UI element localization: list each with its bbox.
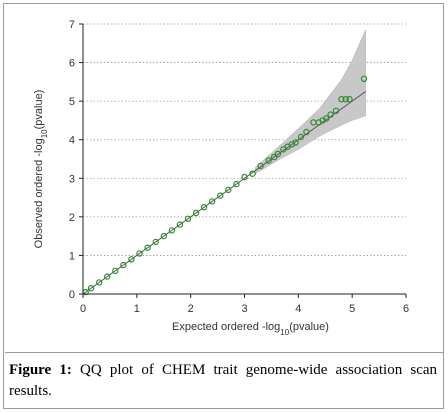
data-point: [303, 128, 310, 136]
x-tick-label: 3: [241, 303, 247, 315]
figure-caption: Figure 1: QQ plot of CHEM trait genome-w…: [9, 360, 437, 402]
data-point: [184, 215, 192, 222]
caption-divider: [5, 352, 443, 353]
data-point: [297, 133, 305, 141]
data-point: [342, 95, 349, 103]
y-tick-label: 5: [69, 96, 75, 108]
data-point: [200, 203, 208, 211]
x-tick-label: 6: [403, 303, 409, 315]
data-point: [192, 209, 200, 217]
data-point: [360, 75, 368, 83]
x-ticks: 0 1 2 3 4 5 6: [80, 294, 409, 315]
data-point: [160, 232, 167, 240]
data-point: [144, 244, 151, 251]
data-point: [208, 198, 216, 205]
data-point: [323, 115, 330, 122]
y-tick-label: 3: [69, 173, 75, 185]
data-point: [152, 238, 159, 246]
data-point: [128, 256, 135, 263]
data-point: [249, 170, 256, 177]
data-points: [82, 75, 368, 296]
data-point: [257, 162, 264, 170]
y-tick-label: 7: [69, 19, 75, 31]
y-ticks: 0 1 2 3 4 5 6 7: [69, 19, 83, 301]
data-point: [292, 139, 299, 146]
data-point: [136, 250, 143, 257]
data-point: [112, 267, 119, 275]
data-point: [225, 186, 232, 194]
y-axis-title: Observed ordered -log10(pvalue): [33, 90, 49, 249]
y-tick-label: 1: [69, 250, 75, 262]
data-point: [103, 273, 111, 280]
data-point: [346, 95, 353, 103]
caption-label: Figure 1:: [9, 362, 72, 378]
data-point: [338, 95, 345, 103]
y-tick-label: 4: [69, 135, 75, 147]
data-point: [87, 285, 95, 292]
qq-plot: 0 1 2 3 4 5 6 0 1 2 3 4 5 6 7 Expected ordered -log10…: [33, 19, 409, 337]
x-tick-label: 1: [134, 303, 140, 315]
data-point: [274, 150, 282, 158]
x-tick-label: 0: [80, 303, 86, 315]
data-point: [176, 221, 184, 228]
x-tick-label: 4: [295, 303, 301, 315]
data-point: [217, 192, 224, 199]
data-point: [233, 180, 240, 188]
x-tick-label: 2: [188, 303, 194, 315]
x-axis-title: Expected ordered -log10(pvalue): [172, 321, 329, 337]
data-point: [168, 227, 175, 234]
data-point: [265, 157, 272, 164]
y-tick-label: 6: [69, 58, 75, 70]
data-point: [95, 279, 103, 286]
data-point: [270, 153, 278, 161]
data-point: [332, 107, 340, 115]
figure-frame: [3, 3, 444, 409]
data-point: [327, 111, 334, 118]
data-point: [241, 173, 248, 181]
caption-text: QQ plot of CHEM trait genome-wide associ…: [9, 362, 438, 399]
data-point: [120, 261, 127, 269]
x-tick-label: 5: [349, 303, 355, 315]
y-tick-label: 0: [69, 289, 75, 301]
y-tick-label: 2: [69, 212, 75, 224]
